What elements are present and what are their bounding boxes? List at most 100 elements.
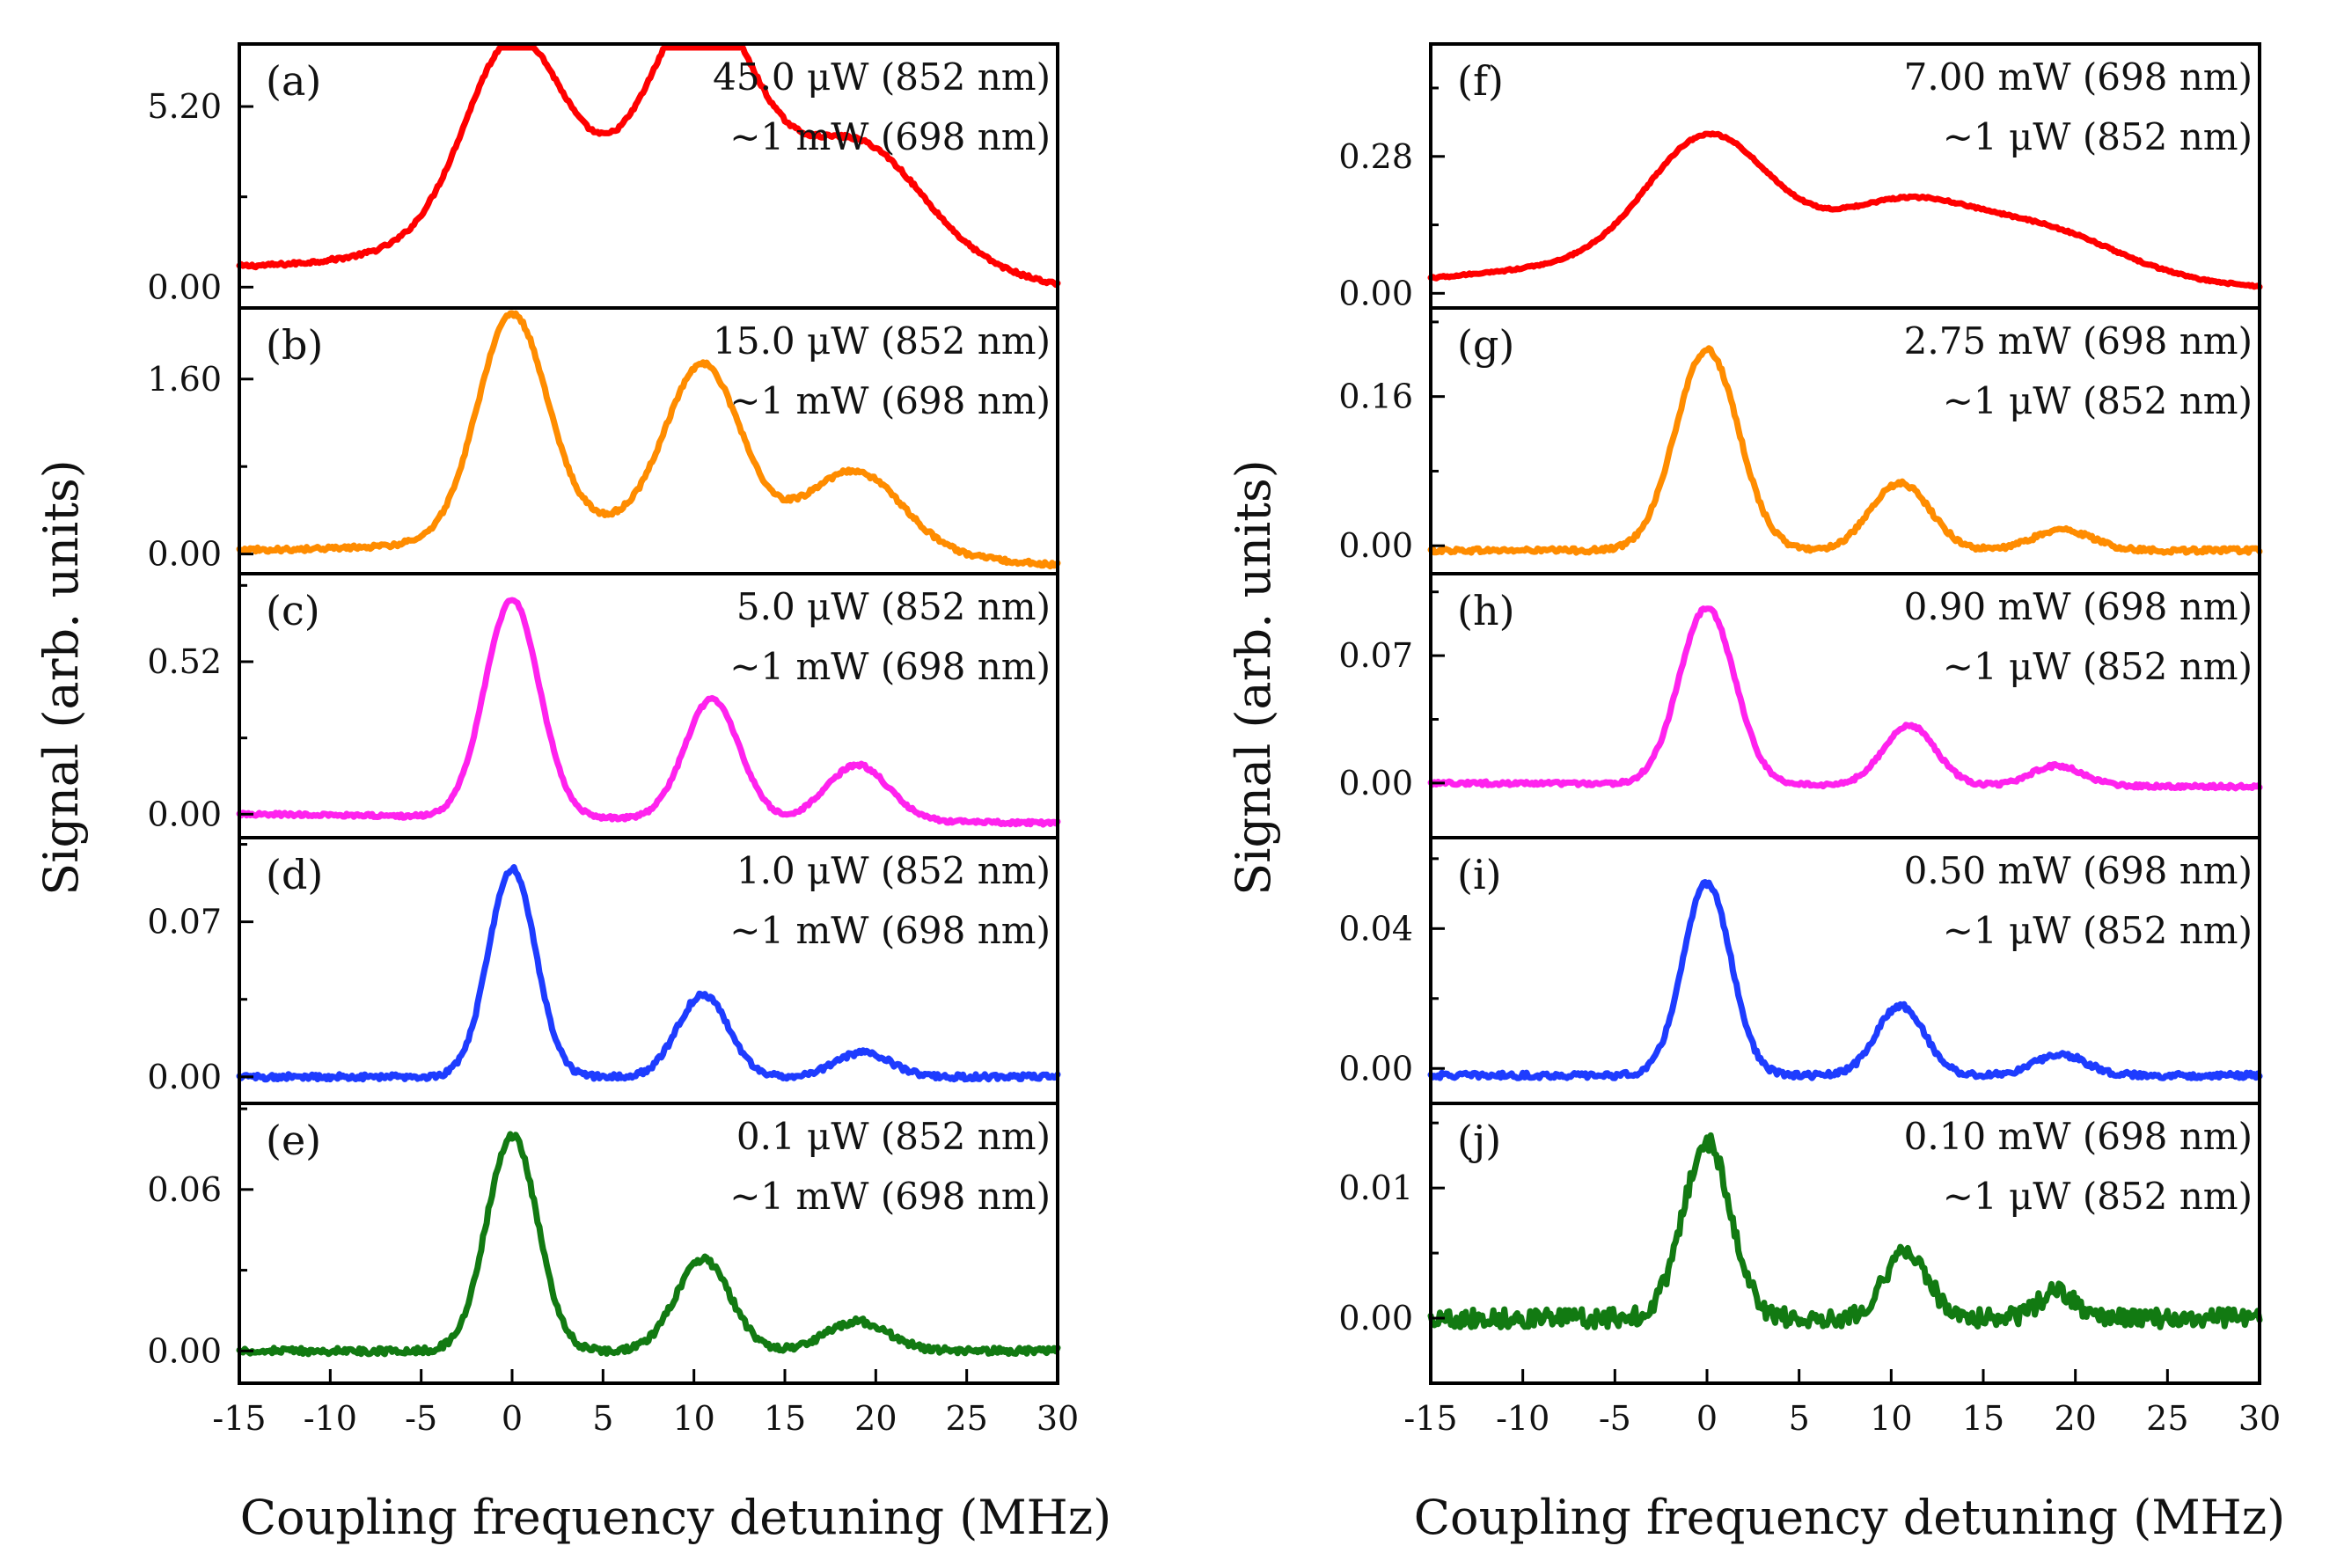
panel-label: (h) <box>1457 587 1515 634</box>
power-annotation-line1: 0.50 mW (698 nm) <box>1904 849 2253 892</box>
y-tick-label: 0.28 <box>1338 137 1413 176</box>
power-annotation-line1: 15.0 μW (852 nm) <box>713 319 1051 363</box>
x-tick-label: -5 <box>405 1399 437 1438</box>
signal-trace <box>1427 130 2263 290</box>
x-tick-label: 30 <box>1037 1399 1079 1438</box>
x-tick-label: 20 <box>2054 1399 2096 1438</box>
panel-h: 0.07 0.00 (h) 0.90 mW (698 nm) ~1 μW (852 nm… <box>1338 572 2263 839</box>
x-tick-label: -10 <box>304 1399 357 1438</box>
signal-trace <box>236 310 1061 570</box>
left-y-axis-title: Signal (arb. units) <box>33 459 89 896</box>
x-tick-label: 25 <box>945 1399 987 1438</box>
y-tick-label: 1.60 <box>147 360 222 399</box>
panel-label: (a) <box>266 57 321 105</box>
panel-j: 0.01 0.00 (j) 0.10 mW (698 nm) ~1 μW (852 nm… <box>1338 1102 2263 1385</box>
power-annotation-line2: ~1 mW (698 nm) <box>729 645 1051 688</box>
left-x-axis-title: Coupling frequency detuning (MHz) <box>240 1490 1112 1545</box>
panel-a: 5.20 0.00 (a) 45.0 μW (852 nm) ~1 mW (698 nm… <box>147 42 1061 310</box>
signal-trace <box>236 597 1061 828</box>
panel-i: 0.04 0.00 (i) 0.50 mW (698 nm) ~1 μW (852 nm… <box>1338 836 2263 1105</box>
x-tick-label: 25 <box>2146 1399 2188 1438</box>
panel-frame <box>1429 1102 2261 1385</box>
power-annotation-line1: 0.10 mW (698 nm) <box>1904 1115 2253 1158</box>
y-tick-label: 0.16 <box>1338 377 1413 416</box>
y-tick-label: 0.52 <box>147 642 222 681</box>
power-annotation-line2: ~1 μW (852 nm) <box>1943 379 2253 422</box>
x-axis: -15 -10 -5 0 5 10 15 20 25 30 <box>212 1369 1079 1438</box>
power-annotation-line1: 5.0 μW (852 nm) <box>736 585 1051 628</box>
signal-trace <box>1427 605 2263 792</box>
y-tick-label: 0.00 <box>1338 764 1413 802</box>
left-column-panels: 5.20 0.00 (a) 45.0 μW (852 nm) ~1 mW (698 nm… <box>147 42 1079 1438</box>
signal-trace <box>236 44 1061 289</box>
y-tick-label: 0.00 <box>147 267 222 306</box>
power-annotation-line1: 2.75 mW (698 nm) <box>1904 319 2253 363</box>
panel-label: (e) <box>266 1117 321 1164</box>
x-tick-label: 5 <box>1789 1399 1810 1438</box>
x-axis: -15 -10 -5 0 5 10 15 20 25 30 <box>1403 1369 2281 1438</box>
power-annotation-line2: ~1 μW (852 nm) <box>1943 115 2253 158</box>
x-tick-label: 10 <box>1870 1399 1912 1438</box>
panel-f: 0.28 0.00 (f) 7.00 mW (698 nm) ~1 μW (852 nm… <box>1338 42 2263 312</box>
x-tick-label: 0 <box>502 1399 523 1438</box>
y-tick-label: 0.00 <box>1338 526 1413 565</box>
signal-trace <box>1427 879 2263 1081</box>
y-tick-label: 0.00 <box>1338 274 1413 312</box>
y-tick-label: 5.20 <box>147 87 222 126</box>
power-annotation-line2: ~1 μW (852 nm) <box>1943 645 2253 688</box>
power-annotation-line1: 45.0 μW (852 nm) <box>713 55 1051 99</box>
y-tick-label: 0.07 <box>1338 636 1413 675</box>
panel-label: (c) <box>266 587 320 634</box>
y-tick-label: 0.07 <box>147 903 222 942</box>
x-tick-label: 20 <box>854 1399 897 1438</box>
x-tick-label: -5 <box>1599 1399 1631 1438</box>
panel-e: 0.06 0.00 (e) 0.1 μW (852 nm) ~1 mW (698 nm) <box>147 1102 1061 1385</box>
x-tick-label: 0 <box>1696 1399 1718 1438</box>
signal-trace <box>236 864 1061 1083</box>
power-annotation-line2: ~1 μW (852 nm) <box>1943 909 2253 952</box>
x-tick-label: -15 <box>212 1399 266 1438</box>
panel-g: 0.16 0.00 (g) 2.75 mW (698 nm) ~1 μW (852 nm… <box>1338 306 2263 575</box>
power-annotation-line2: ~1 mW (698 nm) <box>729 1175 1051 1218</box>
power-annotation-line2: ~1 μW (852 nm) <box>1943 1175 2253 1218</box>
y-tick-label: 0.00 <box>147 535 222 574</box>
power-annotation-line2: ~1 mW (698 nm) <box>729 115 1051 158</box>
right-x-axis-title: Coupling frequency detuning (MHz) <box>1414 1490 2286 1545</box>
panel-frame <box>238 1102 1059 1385</box>
panel-label: (i) <box>1457 851 1502 898</box>
y-tick-label: 0.00 <box>147 1058 222 1096</box>
power-annotation-line1: 1.0 μW (852 nm) <box>736 849 1051 892</box>
power-annotation-line2: ~1 mW (698 nm) <box>729 379 1051 422</box>
y-tick-label: 0.00 <box>1338 1049 1413 1088</box>
panel-label: (b) <box>266 321 323 369</box>
panel-b: 1.60 0.00 (b) 15.0 μW (852 nm) ~1 mW (698 nm… <box>147 306 1061 575</box>
x-tick-label: 30 <box>2238 1399 2281 1438</box>
power-annotation-line1: 7.00 mW (698 nm) <box>1904 55 2253 99</box>
panel-label: (g) <box>1457 321 1514 369</box>
y-tick-label: 0.00 <box>147 1331 222 1370</box>
x-tick-label: 10 <box>672 1399 714 1438</box>
signal-trace <box>1427 345 2263 556</box>
power-annotation-line1: 0.90 mW (698 nm) <box>1904 585 2253 628</box>
y-tick-label: 0.00 <box>1338 1299 1413 1337</box>
x-tick-label: 5 <box>592 1399 613 1438</box>
y-tick-label: 0.01 <box>1338 1169 1413 1207</box>
right-y-axis-title: Signal (arb. units) <box>1226 459 1281 896</box>
y-tick-label: 0.06 <box>147 1170 222 1209</box>
right-column-panels: 0.28 0.00 (f) 7.00 mW (698 nm) ~1 μW (852 nm… <box>1338 42 2281 1438</box>
x-tick-label: -10 <box>1496 1399 1549 1438</box>
panel-label: (j) <box>1457 1117 1501 1164</box>
y-tick-label: 0.00 <box>147 795 222 833</box>
x-tick-label: 15 <box>764 1399 806 1438</box>
panel-c: 0.52 0.00 (c) 5.0 μW (852 nm) ~1 mW (698 nm) <box>147 572 1061 839</box>
power-annotation-line2: ~1 mW (698 nm) <box>729 909 1051 952</box>
panel-label: (d) <box>266 851 323 898</box>
panel-label: (f) <box>1457 57 1504 105</box>
y-tick-label: 0.04 <box>1338 909 1413 948</box>
x-tick-label: -15 <box>1403 1399 1457 1438</box>
x-tick-label: 15 <box>1962 1399 2004 1438</box>
signal-trace <box>1427 1132 2263 1330</box>
panel-d: 0.07 0.00 (d) 1.0 μW (852 nm) ~1 mW (698 nm) <box>147 836 1061 1105</box>
power-annotation-line1: 0.1 μW (852 nm) <box>736 1115 1051 1158</box>
